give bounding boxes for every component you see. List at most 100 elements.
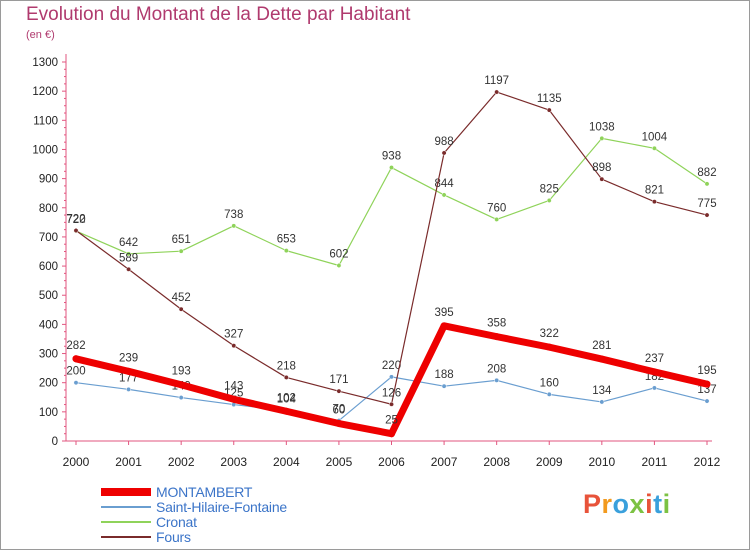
data-label: 143 bbox=[224, 380, 243, 392]
series-montambert: 282 239 193 143 102 60 25 395 358 322 281 237 195 bbox=[66, 307, 717, 438]
data-point bbox=[178, 395, 184, 401]
data-label: 60 bbox=[333, 405, 346, 417]
data-point bbox=[178, 248, 184, 254]
data-point bbox=[494, 89, 500, 95]
y-tick-label: 1300 bbox=[32, 57, 58, 69]
y-tick-label: 900 bbox=[39, 174, 58, 186]
data-point bbox=[440, 322, 448, 330]
data-label: 1197 bbox=[484, 75, 509, 87]
logo-letter: i bbox=[662, 489, 671, 519]
data-point bbox=[283, 248, 289, 254]
data-label: 70 bbox=[333, 404, 346, 416]
x-tick-label: 2004 bbox=[273, 455, 300, 469]
data-point bbox=[545, 343, 553, 351]
data-label: 237 bbox=[645, 353, 664, 365]
logo-letter: t bbox=[653, 489, 663, 519]
data-label: 642 bbox=[119, 237, 138, 249]
data-point bbox=[126, 251, 132, 257]
x-tick-label: 2012 bbox=[694, 455, 721, 469]
data-point bbox=[230, 395, 238, 403]
logo-letter: r bbox=[601, 489, 613, 519]
x-tick-label: 2010 bbox=[588, 455, 615, 469]
x-tick-label: 2011 bbox=[642, 455, 668, 469]
x-tick-label: 2008 bbox=[483, 455, 510, 469]
data-point bbox=[177, 381, 185, 389]
y-tick-label: 400 bbox=[39, 319, 58, 331]
x-tick-label: 2005 bbox=[326, 455, 353, 469]
data-label: 102 bbox=[277, 392, 296, 404]
data-label: 104 bbox=[277, 394, 297, 406]
y-tick-label: 1100 bbox=[33, 115, 58, 127]
data-label: 825 bbox=[540, 183, 559, 195]
y-tick-label: 500 bbox=[39, 290, 58, 302]
legend-label: MONTAMBERT bbox=[156, 484, 253, 500]
data-label: 653 bbox=[277, 234, 296, 246]
data-label: 1004 bbox=[642, 131, 668, 143]
data-point bbox=[441, 192, 447, 198]
x-tick-label: 2009 bbox=[536, 455, 563, 469]
data-label: 239 bbox=[119, 352, 138, 364]
data-point bbox=[231, 223, 237, 229]
data-label: 137 bbox=[697, 384, 716, 396]
data-point bbox=[494, 377, 500, 383]
x-tick-label: 2006 bbox=[378, 455, 405, 469]
data-label: 589 bbox=[119, 252, 138, 264]
series-line bbox=[75, 91, 708, 405]
legend-swatch bbox=[101, 506, 151, 508]
data-point bbox=[283, 374, 289, 380]
y-tick-label: 200 bbox=[39, 378, 58, 390]
data-label: 722 bbox=[66, 214, 85, 226]
data-label: 281 bbox=[592, 340, 611, 352]
data-point bbox=[704, 398, 710, 404]
logo-letter: x bbox=[629, 489, 646, 519]
data-point bbox=[546, 198, 552, 203]
logo-letter: P bbox=[583, 489, 602, 519]
y-tick-label: 300 bbox=[39, 349, 58, 361]
data-label: 1135 bbox=[537, 93, 562, 105]
data-label: 134 bbox=[592, 385, 612, 397]
y-tick-label: 700 bbox=[39, 232, 58, 244]
chart-unit: (en €) bbox=[26, 29, 55, 41]
data-point bbox=[388, 430, 395, 438]
data-label: 1038 bbox=[589, 121, 615, 133]
data-point bbox=[704, 181, 710, 187]
data-point bbox=[703, 380, 711, 388]
data-label: 395 bbox=[434, 307, 453, 319]
data-point bbox=[336, 388, 342, 394]
data-point bbox=[389, 165, 394, 170]
y-tick-label: 1200 bbox=[32, 86, 58, 98]
data-point bbox=[125, 367, 133, 375]
data-label: 988 bbox=[434, 136, 453, 148]
y-tick-label: 1000 bbox=[32, 144, 58, 156]
data-label: 898 bbox=[592, 162, 611, 174]
data-point bbox=[441, 383, 447, 389]
y-tick-label: 0 bbox=[52, 436, 58, 448]
legend-swatch bbox=[101, 488, 151, 496]
data-point bbox=[389, 401, 394, 407]
data-label: 882 bbox=[697, 167, 716, 179]
legend-item: MONTAMBERT bbox=[101, 484, 361, 500]
data-label: 760 bbox=[487, 202, 506, 214]
data-label: 821 bbox=[645, 185, 664, 197]
data-label: 938 bbox=[382, 151, 401, 163]
data-label: 651 bbox=[172, 234, 191, 246]
series-cronat: 720 642 651 738 653 602 938 844 760 825 1038 1004 88… bbox=[66, 121, 717, 268]
data-point bbox=[599, 399, 605, 405]
data-label: 602 bbox=[329, 248, 348, 260]
data-point bbox=[493, 333, 501, 341]
data-point bbox=[651, 145, 657, 151]
data-label: 126 bbox=[382, 387, 401, 399]
series-saint-hilaire-fontaine: 20017714912510470220188208160134182137 bbox=[66, 360, 717, 424]
legend-swatch bbox=[101, 536, 151, 538]
x-ticks: 2000 2001 2002 2003 2004 2005 2006 2007 2008 2009… bbox=[63, 441, 721, 469]
data-label: 327 bbox=[224, 329, 243, 341]
data-point bbox=[126, 266, 132, 272]
data-label: 720 bbox=[66, 214, 85, 226]
legend-swatch bbox=[101, 521, 151, 523]
data-point bbox=[336, 263, 342, 268]
x-tick-label: 2007 bbox=[431, 455, 458, 469]
data-label: 282 bbox=[66, 340, 85, 352]
series-fours: 722 589 452 327 218 171 126 988 1197 1135 898 821 77… bbox=[66, 75, 717, 407]
